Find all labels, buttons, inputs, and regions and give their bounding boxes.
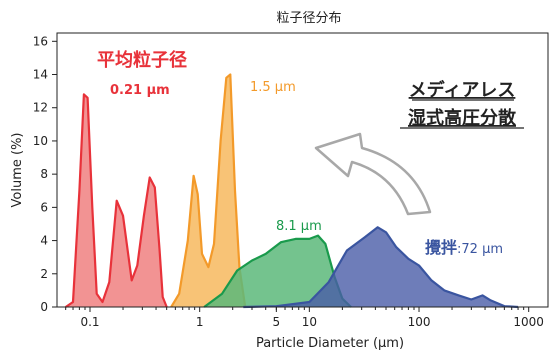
y-tick-label: 2 <box>40 267 48 281</box>
y-tick-label: 12 <box>33 101 48 115</box>
blue-series-label-value: :72 μm <box>457 242 503 257</box>
blue-series-label-jp: 攪拌 <box>425 238 457 257</box>
y-tick-label: 4 <box>40 234 48 248</box>
y-tick-label: 6 <box>40 200 48 214</box>
chart-title: 粒子径分布 <box>276 11 341 26</box>
series-layer <box>65 73 519 309</box>
high-pressure-label: 湿式高圧分散 <box>408 107 517 129</box>
series-line-1 <box>170 73 247 308</box>
y-tick-label: 16 <box>33 34 48 48</box>
series-line-3 <box>243 226 519 309</box>
green-series-label: 8.1 μm <box>276 219 322 234</box>
x-tick-label: 100 <box>408 315 431 329</box>
x-axis-ticks: 0.1 1 5 10 100 1000 <box>65 307 544 329</box>
series-area-0 <box>65 94 167 308</box>
orange-series-label: 1.5 μm <box>250 80 296 95</box>
y-axis-label: Volume (%) <box>10 133 25 208</box>
blue-series-label: 攪拌:72 μm <box>425 238 503 257</box>
x-tick-label: 10 <box>302 315 317 329</box>
y-tick-label: 0 <box>40 300 48 314</box>
x-tick-label: 1000 <box>513 315 544 329</box>
series-area-1 <box>171 74 246 307</box>
red-series-label: 0.21 μm <box>110 83 170 98</box>
avg-particle-title: 平均粒子径 <box>97 49 187 71</box>
series-line-0 <box>65 93 168 308</box>
y-tick-label: 8 <box>40 167 48 181</box>
curved-arrow <box>314 132 432 216</box>
x-axis-label: Particle Diameter (μm) <box>256 336 404 351</box>
x-tick-label: 1 <box>196 315 204 329</box>
y-axis-ticks: 0 2 4 6 8 10 12 14 16 <box>33 34 57 314</box>
x-tick-label: 5 <box>273 315 281 329</box>
x-tick-label: 0.1 <box>80 315 99 329</box>
series-area-3 <box>243 227 519 307</box>
media-less-label: メディアレス <box>409 79 516 101</box>
series-area-2 <box>204 235 351 307</box>
y-tick-label: 14 <box>33 68 48 82</box>
plot-frame <box>56 32 549 308</box>
y-tick-label: 10 <box>33 134 48 148</box>
